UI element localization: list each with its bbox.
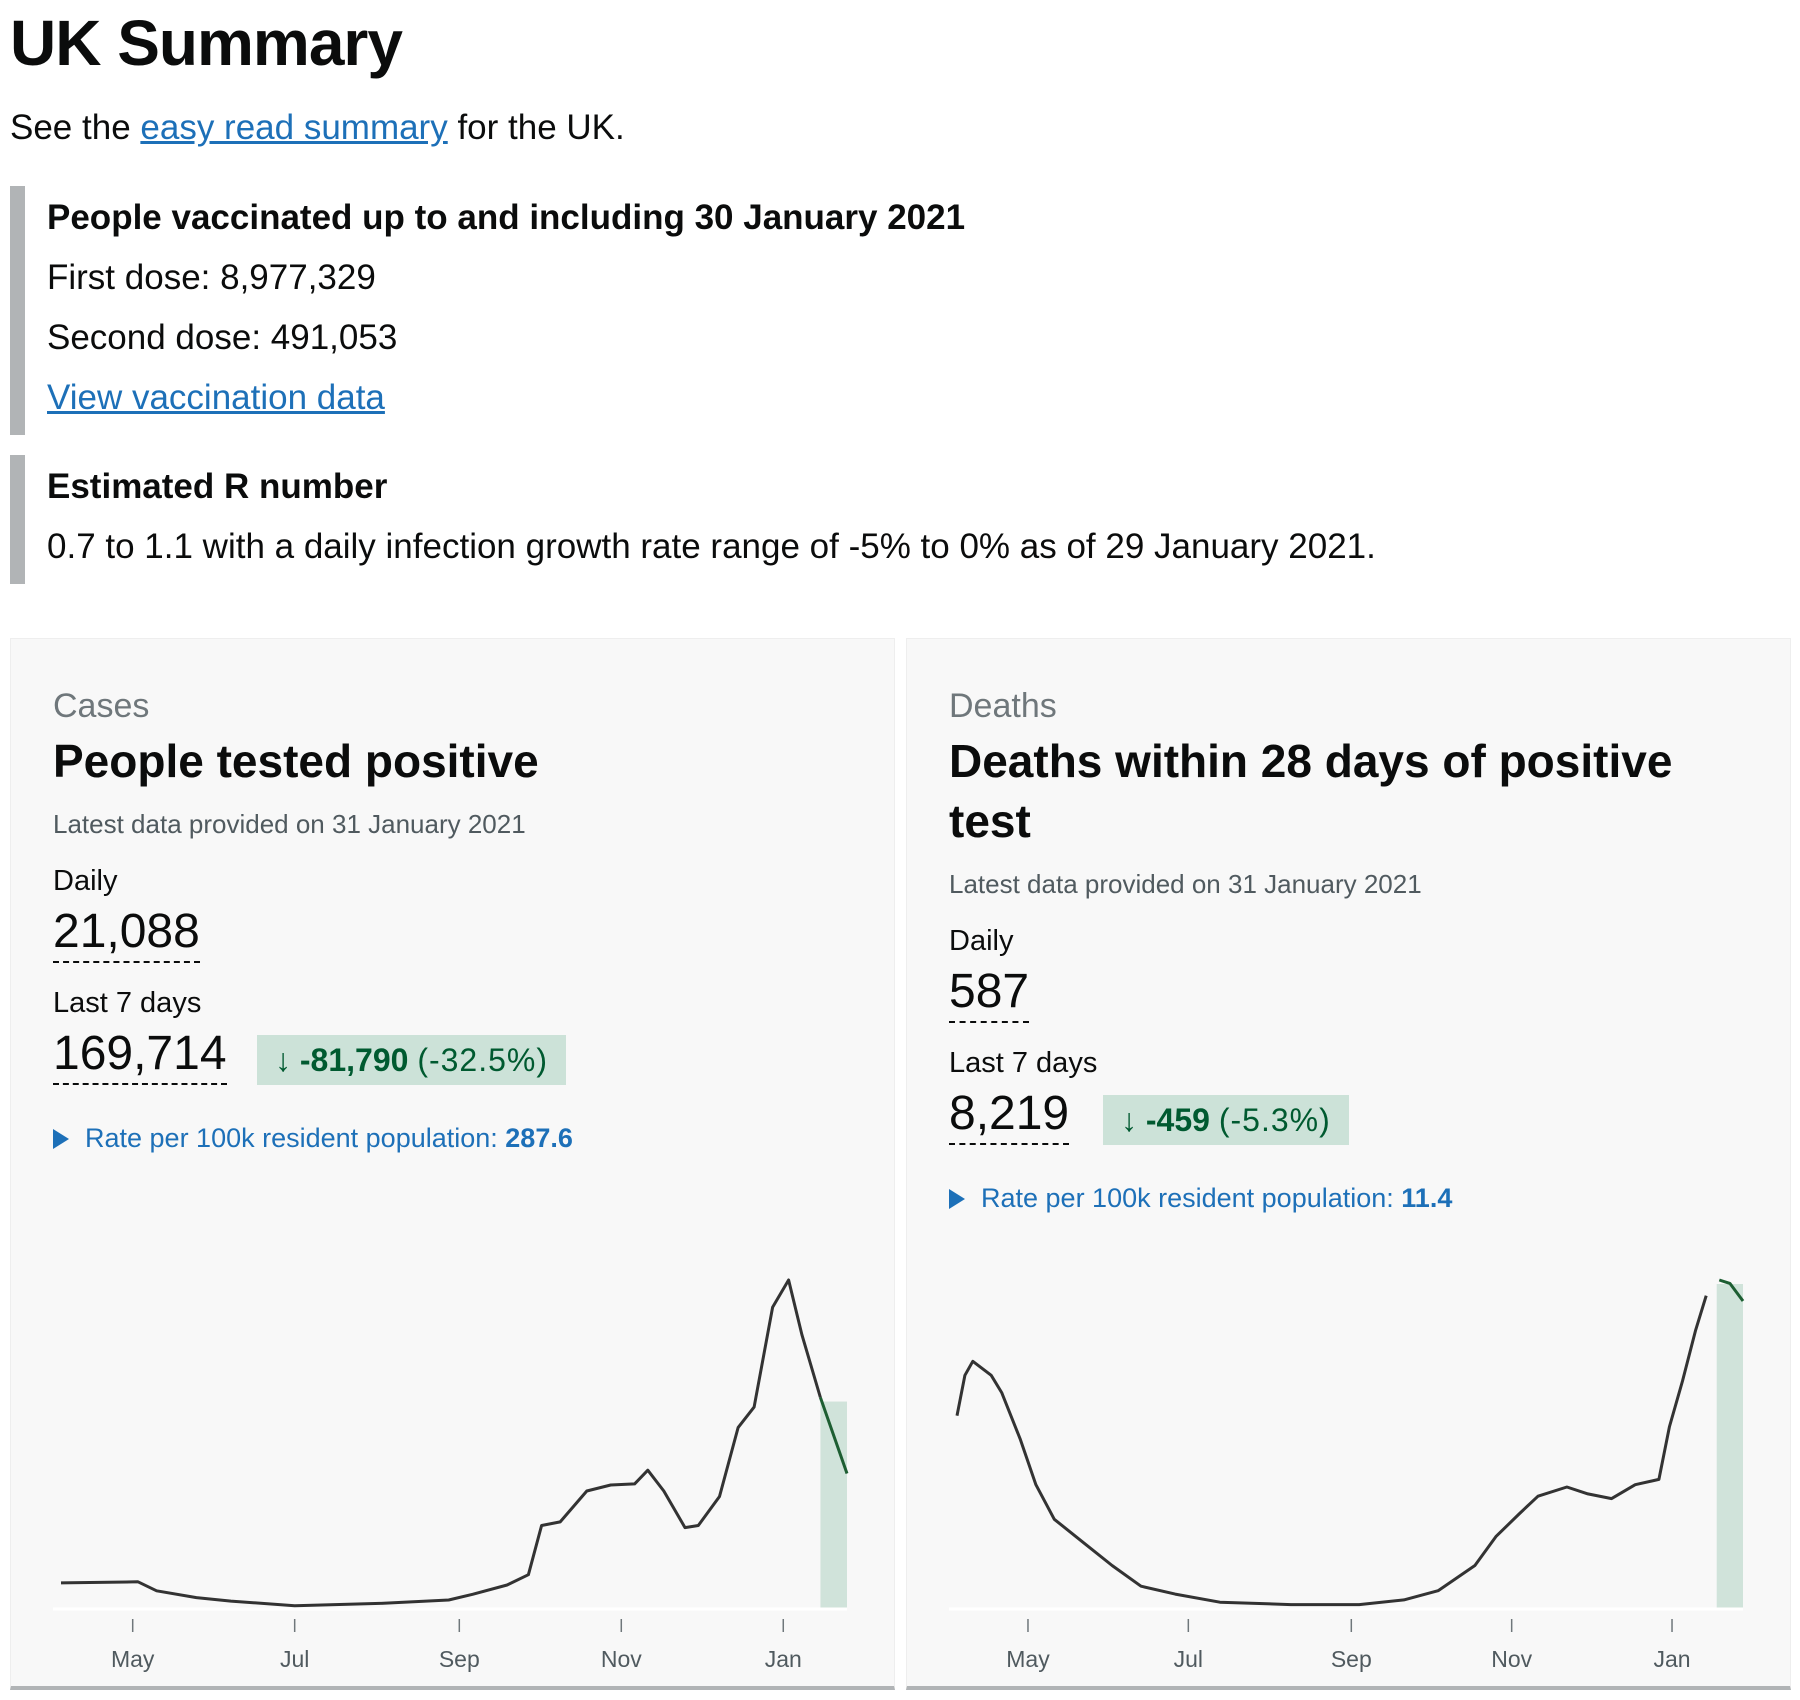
page-title: UK Summary (10, 7, 403, 79)
x-tick-label: May (111, 1646, 155, 1672)
last-updated: Latest data provided on 31 January 2021 (53, 809, 526, 839)
r-number-text: 0.7 to 1.1 with a daily infection growth… (47, 527, 1376, 566)
recent-period-highlight (1716, 1284, 1743, 1608)
rate-toggle[interactable]: Rate per 100k resident population: 11.4 (949, 1183, 1452, 1214)
series-line-recent (1718, 1278, 1745, 1302)
deaths-chart: May Jul Sep Nov Jan (949, 1278, 1745, 1672)
change-badge: ↓ -459 (-5.3%) (1103, 1095, 1349, 1145)
deaths-card: Deaths Deaths within 28 days of positive… (906, 638, 1791, 1690)
daily-label: Daily (53, 865, 118, 897)
daily-label: Daily (949, 925, 1014, 957)
r-number-summary: Estimated R number 0.7 to 1.1 with a dai… (10, 455, 1376, 584)
week-label: Last 7 days (53, 987, 202, 1019)
rate-toggle[interactable]: Rate per 100k resident population: 287.6 (53, 1123, 573, 1154)
card-caption: Cases (53, 687, 150, 725)
triangle-right-icon (949, 1189, 965, 1209)
x-tick-label: Sep (439, 1646, 480, 1672)
x-tick-label: Sep (1331, 1646, 1372, 1672)
card-title: People tested positive (53, 735, 539, 787)
change-badge: ↓ -81,790 (-32.5%) (257, 1035, 567, 1085)
arrow-down-icon: ↓ (1121, 1102, 1137, 1138)
series-line (955, 1295, 1708, 1607)
x-tick-label: Jul (1174, 1646, 1203, 1672)
x-tick-label: Nov (601, 1646, 642, 1672)
week-value[interactable]: 8,219 (949, 1087, 1070, 1145)
vaccination-summary: People vaccinated up to and including 30… (10, 186, 965, 435)
x-tick-label: May (1006, 1646, 1050, 1672)
week-label: Last 7 days (949, 1047, 1098, 1079)
cases-chart: May Jul Sep Nov Jan (53, 1278, 849, 1672)
card-title: Deaths within 28 days of positive test (949, 735, 1673, 847)
series-line-recent (818, 1397, 849, 1474)
vaccination-heading: People vaccinated up to and including 30… (47, 198, 966, 237)
second-dose: Second dose: 491,053 (47, 318, 398, 357)
x-tick-label: Nov (1491, 1646, 1532, 1672)
arrow-down-icon: ↓ (275, 1042, 291, 1078)
week-value[interactable]: 169,714 (53, 1027, 227, 1085)
series-line (60, 1278, 822, 1608)
card-caption: Deaths (949, 687, 1057, 725)
cases-card: Cases People tested positive Latest data… (10, 638, 895, 1690)
x-tick-label: Jan (765, 1646, 802, 1672)
daily-value[interactable]: 21,088 (53, 905, 200, 963)
easy-read-summary-link[interactable]: easy read summary (140, 108, 448, 147)
x-tick-label: Jan (1653, 1646, 1690, 1672)
last-updated: Latest data provided on 31 January 2021 (949, 869, 1422, 899)
r-number-heading: Estimated R number (47, 467, 388, 506)
first-dose: First dose: 8,977,329 (47, 258, 376, 297)
intro-text: See the easy read summary for the UK. (10, 108, 625, 147)
view-vaccination-data-link[interactable]: View vaccination data (47, 378, 385, 417)
daily-value[interactable]: 587 (949, 965, 1030, 1023)
x-tick-label: Jul (280, 1646, 309, 1672)
triangle-right-icon (53, 1129, 69, 1149)
